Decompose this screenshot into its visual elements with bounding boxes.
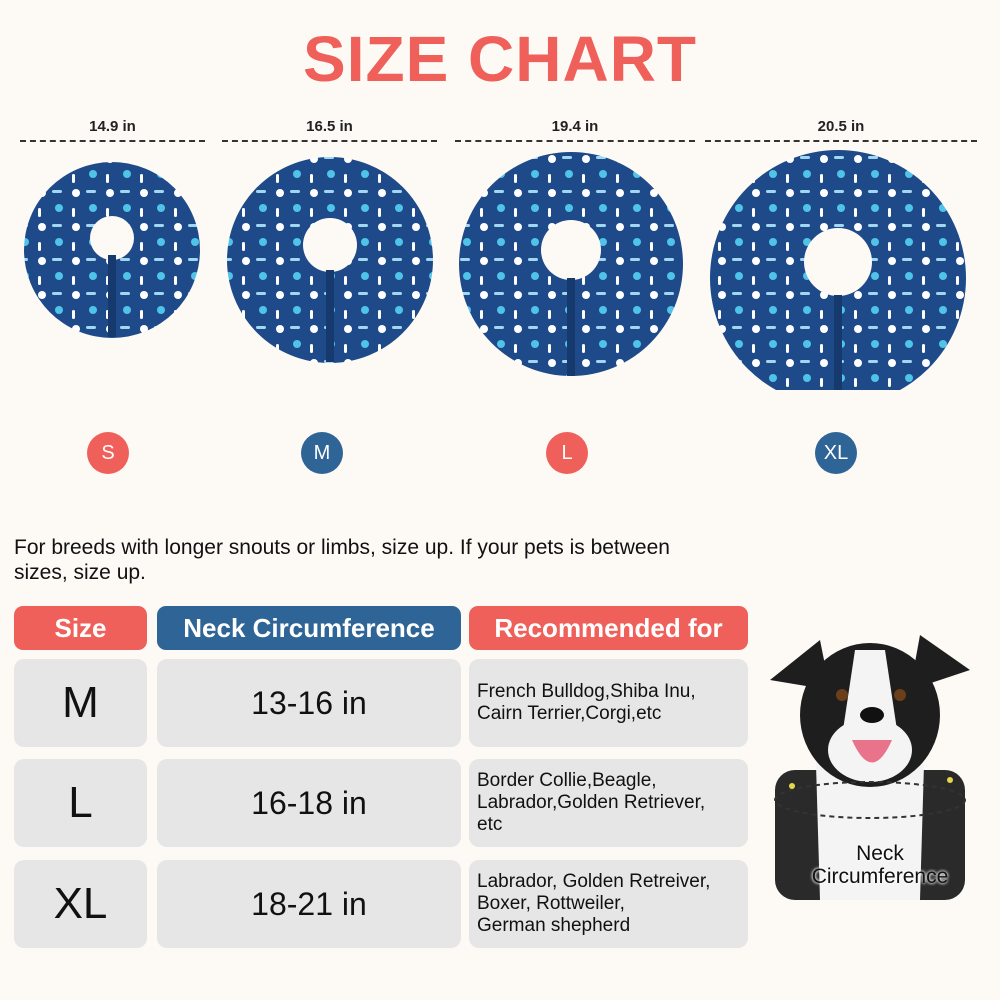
dim-label-xl: 20.5 in — [817, 118, 865, 135]
collar-s — [24, 162, 200, 338]
size-badge-m: M — [301, 432, 343, 474]
dim-label-s: 14.9 in — [89, 118, 136, 135]
collar-xl — [710, 150, 966, 390]
page-title: SIZE CHART — [303, 23, 697, 95]
dog-neck-label: Neck Circumference — [811, 842, 949, 888]
row-xl-rec: Labrador, Golden Retreiver, Boxer, Rottw… — [469, 860, 748, 948]
row-l-neck: 16-18 in — [157, 759, 461, 847]
dim-line-l — [455, 140, 695, 142]
dim-line-xl — [705, 140, 977, 142]
size-badge-l: L — [546, 432, 588, 474]
row-xl-neck: 18-21 in — [157, 860, 461, 948]
row-m-neck: 13-16 in — [157, 659, 461, 747]
dim-label-l: 19.4 in — [551, 118, 599, 135]
collar-l — [459, 152, 683, 376]
row-m-size: M — [14, 659, 147, 747]
header-neck: Neck Circumference — [157, 606, 461, 650]
collar-images — [24, 150, 966, 390]
collar-m — [227, 157, 433, 363]
size-badge-s: S — [87, 432, 129, 474]
row-l-size: L — [14, 759, 147, 847]
row-m-rec: French Bulldog,Shiba Inu, Cairn Terrier,… — [469, 659, 748, 747]
header-size: Size — [14, 606, 147, 650]
header-recommended: Recommended for — [469, 606, 748, 650]
dim-line-m — [222, 140, 437, 142]
size-badge-xl: XL — [815, 432, 857, 474]
row-xl-size: XL — [14, 860, 147, 948]
dim-label-m: 16.5 in — [306, 118, 353, 135]
dim-line-s — [20, 140, 205, 142]
sizing-note: For breeds with longer snouts or limbs, … — [14, 536, 670, 584]
dog-image — [770, 635, 970, 900]
row-l-rec: Border Collie,Beagle, Labrador,Golden Re… — [469, 759, 748, 847]
